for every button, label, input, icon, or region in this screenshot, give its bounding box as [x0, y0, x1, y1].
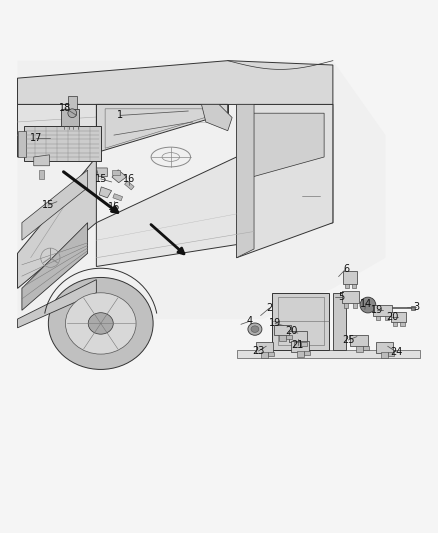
- Bar: [261, 352, 268, 358]
- Ellipse shape: [88, 313, 113, 334]
- Bar: [291, 341, 309, 352]
- Bar: [304, 351, 310, 355]
- Bar: [352, 284, 356, 288]
- Polygon shape: [99, 187, 112, 198]
- Text: 21: 21: [292, 341, 304, 350]
- Ellipse shape: [65, 293, 136, 354]
- Text: 24: 24: [390, 347, 403, 357]
- Polygon shape: [18, 131, 26, 157]
- Text: 25: 25: [342, 335, 354, 345]
- Bar: [289, 331, 307, 342]
- Bar: [68, 96, 77, 109]
- Polygon shape: [124, 181, 134, 190]
- Polygon shape: [18, 61, 385, 319]
- Polygon shape: [237, 104, 333, 258]
- Text: 4: 4: [247, 316, 253, 326]
- Bar: [279, 335, 286, 341]
- Text: 17: 17: [30, 133, 42, 143]
- Bar: [343, 271, 357, 284]
- Circle shape: [360, 297, 376, 313]
- Bar: [301, 342, 307, 345]
- Text: 15: 15: [42, 200, 54, 210]
- Polygon shape: [96, 104, 228, 152]
- Polygon shape: [96, 104, 333, 266]
- Text: 15: 15: [95, 174, 107, 184]
- Bar: [353, 303, 357, 308]
- Polygon shape: [112, 170, 120, 174]
- Bar: [400, 322, 405, 326]
- Text: 5: 5: [339, 292, 345, 302]
- Circle shape: [68, 109, 77, 118]
- Bar: [356, 346, 363, 352]
- Polygon shape: [18, 157, 96, 288]
- Bar: [268, 352, 274, 356]
- Polygon shape: [22, 223, 88, 310]
- Text: 16: 16: [108, 203, 120, 212]
- Text: 18: 18: [59, 103, 71, 113]
- Text: 6: 6: [343, 264, 349, 273]
- Polygon shape: [237, 350, 420, 359]
- Bar: [385, 316, 389, 320]
- Bar: [294, 342, 301, 348]
- Polygon shape: [18, 61, 333, 104]
- Text: 20: 20: [386, 312, 398, 322]
- Bar: [376, 342, 393, 352]
- Bar: [373, 305, 392, 316]
- Bar: [391, 312, 406, 322]
- Polygon shape: [245, 113, 324, 179]
- Bar: [376, 316, 380, 320]
- Polygon shape: [34, 155, 49, 166]
- Text: 19: 19: [269, 318, 281, 328]
- Polygon shape: [112, 170, 127, 183]
- Polygon shape: [201, 104, 232, 131]
- Bar: [381, 352, 388, 358]
- Polygon shape: [24, 126, 101, 161]
- Bar: [256, 342, 273, 352]
- Ellipse shape: [48, 278, 153, 369]
- Bar: [388, 352, 394, 356]
- Polygon shape: [272, 293, 328, 350]
- Text: 19: 19: [371, 305, 383, 316]
- Polygon shape: [96, 168, 107, 177]
- Bar: [297, 351, 304, 357]
- Polygon shape: [18, 104, 228, 157]
- Bar: [286, 335, 292, 339]
- Polygon shape: [18, 280, 96, 328]
- Bar: [363, 346, 369, 350]
- Text: 1: 1: [117, 110, 124, 120]
- Text: 14: 14: [360, 298, 372, 309]
- Bar: [345, 284, 349, 288]
- Bar: [344, 303, 348, 308]
- Polygon shape: [113, 193, 123, 201]
- Bar: [411, 306, 415, 310]
- Text: 2: 2: [266, 303, 272, 313]
- Text: 23: 23: [252, 346, 265, 356]
- Text: 3: 3: [413, 302, 419, 312]
- Polygon shape: [39, 170, 44, 179]
- Text: 20: 20: [285, 326, 297, 336]
- Bar: [350, 335, 368, 346]
- Polygon shape: [237, 104, 254, 258]
- Ellipse shape: [251, 326, 259, 333]
- Bar: [392, 322, 397, 326]
- Bar: [342, 291, 359, 303]
- Polygon shape: [333, 293, 346, 350]
- Bar: [274, 325, 291, 335]
- Ellipse shape: [248, 323, 262, 335]
- Polygon shape: [22, 170, 88, 240]
- Text: 16: 16: [123, 174, 135, 184]
- Bar: [61, 109, 79, 126]
